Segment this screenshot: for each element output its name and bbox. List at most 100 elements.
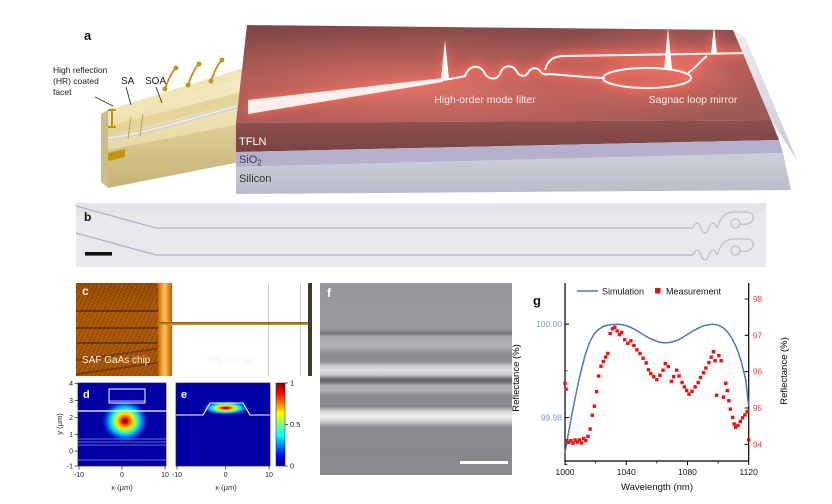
tfln-chip-label: TFLN chip (206, 355, 253, 366)
measurement-point (725, 388, 729, 393)
measurement-point (675, 368, 679, 372)
measurement-point (599, 364, 603, 368)
svg-text:2: 2 (69, 415, 73, 422)
panel-c-label: c (82, 284, 89, 298)
tfln-surface-line (300, 283, 301, 376)
svg-text:1040: 1040 (617, 467, 636, 477)
hr-facet-annotation: High reflection (HR) coated facet (53, 65, 108, 97)
measurement-point (669, 379, 674, 384)
svg-text:98: 98 (753, 294, 763, 304)
measurement-point (579, 441, 584, 445)
measurement-point (573, 438, 577, 442)
svg-text:1: 1 (290, 379, 294, 388)
panel-b-label: b (84, 210, 91, 224)
e-x-axis-label: x (μm) (215, 483, 237, 492)
measurement-point (727, 399, 731, 403)
tfln-layer-label: TFLN (239, 136, 267, 148)
measurement-point (594, 389, 599, 394)
measurement-point (652, 375, 656, 379)
right-y-axis-label: Reflectance (%) (779, 337, 790, 405)
colorbar (275, 382, 286, 467)
svg-text:High reflection: High reflection (53, 65, 108, 75)
measurement-point (690, 389, 694, 393)
measurement-point (707, 360, 711, 365)
measurement-point (721, 395, 726, 399)
measurement-point (626, 341, 630, 346)
measurement-point (590, 413, 594, 417)
ridge-outline-d (108, 388, 146, 404)
mode-profile-d: d (77, 382, 167, 467)
chart-plot-area: 1000 1040 1080 1120 100.00 99.98 98 97 96 95 94 Sim… (536, 283, 762, 477)
measurement-point (641, 356, 645, 360)
panel-g-label: g (533, 293, 541, 308)
measurement-point (610, 327, 615, 331)
scale-bar (460, 461, 508, 464)
gain-chip-ridge-band (108, 90, 250, 136)
measurement-point (704, 366, 708, 370)
sio2-layer-label: SiO2 (239, 154, 262, 168)
svg-text:-1: -1 (67, 464, 73, 471)
measurement-point (717, 353, 721, 358)
measurement-point (563, 381, 567, 385)
svg-text:-10: -10 (74, 472, 84, 479)
micrograph-background (76, 203, 766, 267)
measurement-point (586, 434, 590, 439)
waveguide-core (248, 26, 752, 114)
svg-text:0: 0 (290, 462, 294, 471)
measurement-point (711, 349, 716, 354)
panel-b-micrograph: b (76, 203, 766, 267)
sa-annotation: SA (121, 76, 135, 87)
measurement-point (571, 441, 575, 445)
measurement-point (736, 423, 740, 428)
measurement-point (592, 404, 597, 408)
measurement-point (719, 359, 723, 363)
svg-text:Measurement: Measurement (666, 287, 722, 297)
gain-chip-back-stripe (108, 66, 250, 120)
hr-facet-leader-line (94, 96, 114, 107)
measurement-point (687, 392, 691, 396)
left-y-axis-label: Reflectance (%) (511, 344, 522, 412)
svg-text:94: 94 (753, 439, 763, 449)
layer-silicon (236, 153, 791, 194)
measurement-point (581, 436, 586, 441)
svg-text:10: 10 (265, 472, 273, 479)
panel-e-label: e (181, 389, 187, 401)
x-axis-label: Wavelength (nm) (621, 482, 693, 493)
svg-text:10: 10 (161, 472, 169, 479)
measurement-point (661, 368, 665, 372)
saf-gaas-chip-region (76, 283, 158, 376)
svg-text:97: 97 (753, 330, 763, 340)
measurement-point (638, 351, 642, 356)
svg-text:0: 0 (224, 472, 228, 479)
panel-d-label: d (83, 389, 90, 401)
panel-f-label: f (327, 286, 331, 300)
facet-gap-stripe (158, 283, 172, 376)
mode-spot-e (201, 401, 250, 415)
panel-a-illustration: High-order mode filter Sagnac loop mirro… (53, 25, 797, 194)
svg-text:1120: 1120 (740, 467, 759, 477)
measurement-point (564, 387, 568, 391)
front-gold-pad (108, 149, 125, 161)
measurement-point (745, 409, 749, 414)
measurement-point (740, 416, 745, 420)
d-y-axis-label: y (μm) (55, 413, 64, 435)
measurement-point (596, 374, 601, 378)
layer-lines-d (78, 438, 166, 461)
chart-legend: Simulation Measurement (577, 287, 722, 297)
tfln-chip-illustration: High-order mode filter Sagnac loop mirro… (236, 25, 797, 194)
measurement-point (603, 355, 608, 359)
soa-leader-line (155, 86, 163, 104)
slab-right-face (733, 30, 797, 160)
measurement-point (713, 359, 717, 363)
svg-text:-10: -10 (172, 472, 182, 479)
measurement-point (577, 438, 582, 442)
svg-text:4: 4 (69, 381, 73, 388)
waveguide-with-sagnac-loop (76, 205, 754, 234)
sagnac-label: Sagnac loop mirror (649, 94, 738, 106)
panel-c-micrograph: c SAF GaAs chip TFLN chip (76, 283, 312, 376)
silicon-layer-label: Silicon (239, 173, 271, 185)
measurement-point (588, 427, 592, 431)
measurement-point (658, 373, 662, 377)
